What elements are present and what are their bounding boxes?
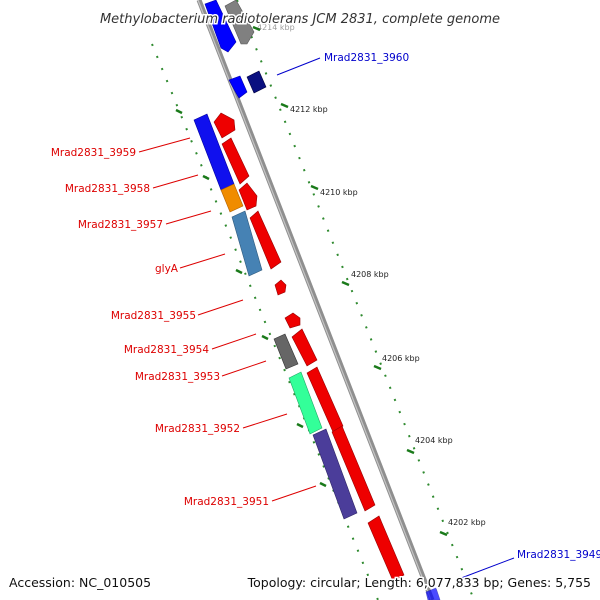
tick-label: 4210 kbp: [320, 188, 358, 197]
gene-red-9[interactable]: [331, 425, 376, 512]
tick-mark: [280, 102, 289, 109]
connector-mrad3949: [455, 557, 515, 581]
gene-mrad2831-3949[interactable]: [425, 587, 441, 600]
tick-group: 4214 kbp 4212 kbp 4210 kbp 4208 kbp 4206…: [252, 23, 486, 537]
gene-red-1[interactable]: [213, 112, 236, 139]
gene-red-10[interactable]: [367, 515, 405, 582]
tick-label: 4212 kbp: [290, 105, 328, 114]
gene-label-mrad3949[interactable]: Mrad2831_3949: [517, 549, 600, 561]
connector-mrad3954: [211, 333, 257, 350]
gene-red-2[interactable]: [221, 137, 250, 185]
gene-label-mrad3958[interactable]: Mrad2831_3958: [65, 183, 150, 195]
connector-mrad3953: [221, 360, 267, 377]
tick-mark: [296, 422, 304, 429]
gene-label-mrad3952[interactable]: Mrad2831_3952: [155, 423, 240, 435]
map-title: Methylobacterium radiotolerans JCM 2831,…: [100, 12, 500, 27]
tick-mark: [319, 481, 327, 488]
gene-label-mrad3959[interactable]: Mrad2831_3959: [51, 147, 136, 159]
connector-mrad3960: [276, 57, 321, 76]
accession-text: Accession: NC_010505: [9, 575, 151, 590]
gene-label-mrad3953[interactable]: Mrad2831_3953: [135, 371, 220, 383]
gene-mrad2831-3958[interactable]: [220, 183, 244, 213]
tick-mark: [373, 364, 382, 371]
connector-mrad3951: [271, 485, 317, 502]
gene-mrad2831-3960-c[interactable]: [228, 75, 248, 99]
connector-glyA: [179, 253, 226, 269]
tick-mark: [439, 530, 448, 537]
gene-red-3[interactable]: [238, 182, 258, 211]
tick-mark: [175, 108, 183, 115]
tick-label: 4202 kbp: [448, 518, 486, 527]
connector-mrad3959: [138, 137, 191, 153]
gene-mrad2831-3960-d[interactable]: [246, 70, 267, 94]
tick-label: 4204 kbp: [415, 436, 453, 445]
connector-mrad3955: [197, 299, 244, 316]
gene-label-mrad3954[interactable]: Mrad2831_3954: [124, 344, 209, 356]
gene-mrad2831-3953-grey[interactable]: [273, 333, 299, 370]
connector-mrad3958: [152, 174, 199, 189]
gene-red-5[interactable]: [274, 279, 287, 296]
gene-red-4[interactable]: [249, 210, 282, 270]
inner-tick-group: [175, 108, 327, 488]
tick-mark: [235, 268, 243, 275]
topology-text: Topology: circular; Length: 6,077,833 bp…: [247, 575, 591, 590]
gene-label-glyA[interactable]: glyA: [155, 263, 179, 275]
gene-label-mrad3960[interactable]: Mrad2831_3960: [324, 52, 409, 64]
tick-mark: [261, 334, 269, 341]
gene-label-mrad3955[interactable]: Mrad2831_3955: [111, 310, 196, 322]
genome-backbone: [196, 0, 435, 600]
tick-label: 4208 kbp: [351, 270, 389, 279]
connector-mrad3952: [242, 413, 288, 429]
gene-red-8[interactable]: [306, 366, 344, 433]
tick-mark: [202, 174, 210, 181]
gene-label-mrad3951[interactable]: Mrad2831_3951: [184, 496, 269, 508]
tick-label: 4214 kbp: [257, 23, 295, 32]
gene-mrad2831-3951-purple[interactable]: [312, 428, 358, 520]
tick-label: 4206 kbp: [382, 354, 420, 363]
tick-mark: [406, 448, 415, 455]
gene-label-mrad3957[interactable]: Mrad2831_3957: [78, 219, 163, 231]
tick-mark: [341, 280, 350, 287]
inner-dotted-ring: [151, 43, 379, 600]
gene-mrad2831-3957[interactable]: [231, 210, 263, 277]
label-connectors: [138, 57, 515, 581]
gene-red-7[interactable]: [291, 328, 318, 367]
tick-mark: [310, 184, 319, 191]
gene-labels: Mrad2831_3960 Mrad2831_3959 Mrad2831_395…: [51, 52, 600, 561]
gene-mrad2831-3960-a[interactable]: [204, 0, 237, 53]
tick-mark: [252, 25, 261, 32]
connector-mrad3957: [165, 210, 212, 225]
genome-backbone-highlight: [197, 0, 432, 600]
gene-mrad2831-3960-b[interactable]: [224, 0, 255, 45]
gene-red-6[interactable]: [284, 312, 301, 329]
gene-mrad2831-3952-green[interactable]: [288, 371, 323, 435]
